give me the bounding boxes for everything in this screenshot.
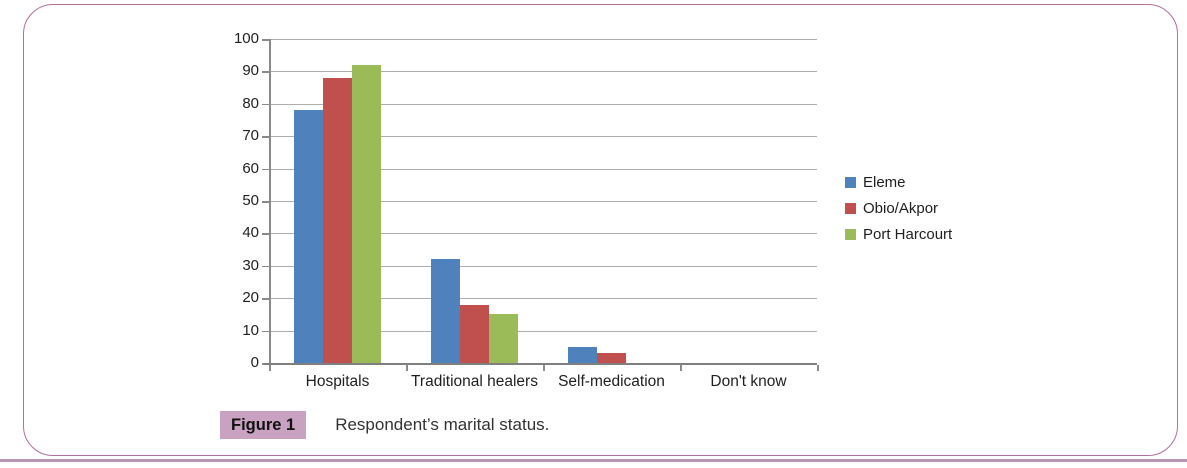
y-tick-mark <box>262 201 269 203</box>
x-tick-mark <box>406 365 408 371</box>
gridline <box>269 298 817 300</box>
y-tick-mark <box>262 71 269 73</box>
legend-item: Eleme <box>845 174 906 191</box>
bar-eleme <box>568 346 597 363</box>
legend-item: Port Harcourt <box>845 226 952 243</box>
gridline <box>269 265 817 267</box>
bar-obio-akpor <box>460 304 489 363</box>
legend-label: Obio/Akpor <box>863 200 939 217</box>
y-tick-mark <box>262 39 269 41</box>
x-tick-mark <box>269 365 271 371</box>
figure-caption-label: Figure 1 <box>220 411 307 439</box>
rounded-border-frame <box>23 4 1178 456</box>
gridline <box>269 39 817 40</box>
y-tick-mark <box>262 330 269 333</box>
y-tick-label: 80 <box>242 94 259 112</box>
legend-swatch <box>845 203 856 214</box>
legend-item: Obio/Akpor <box>845 200 938 217</box>
y-tick-label: 30 <box>242 256 259 274</box>
y-tick-mark <box>262 233 269 235</box>
y-tick-mark <box>262 136 269 138</box>
y-tick-label: 10 <box>242 321 259 339</box>
x-tick-mark <box>543 365 545 371</box>
bar-port-harcourt <box>352 64 381 363</box>
bar-obio-akpor <box>597 353 626 363</box>
gridline <box>269 71 817 73</box>
y-tick-label: 100 <box>233 30 259 47</box>
category-label: Traditional healers <box>411 373 538 390</box>
legend-label: Port Harcourt <box>863 226 953 243</box>
x-tick-mark <box>680 365 682 371</box>
y-tick-mark <box>262 168 269 171</box>
y-tick-label: 50 <box>242 192 259 209</box>
gridline <box>269 233 817 235</box>
bar-eleme <box>431 259 460 363</box>
category-label: Self-medication <box>558 373 665 390</box>
y-tick-label: 20 <box>242 289 259 307</box>
gridline <box>269 168 817 170</box>
figure-caption-text: Respondent’s marital status. <box>335 415 550 434</box>
x-tick-mark <box>817 365 819 371</box>
y-tick-label: 40 <box>242 224 259 242</box>
legend-swatch <box>845 177 856 188</box>
x-axis-line <box>264 363 817 365</box>
legend-label: Eleme <box>863 174 906 191</box>
gridline <box>269 201 817 202</box>
category-label: Hospitals <box>305 373 370 390</box>
gridline <box>269 136 817 138</box>
gridline <box>269 103 817 105</box>
gridline <box>269 330 817 332</box>
y-axis-line <box>269 39 271 364</box>
category-label: Don't know <box>710 373 787 390</box>
figure-caption: Figure 1 Respondent’s marital status. <box>220 411 549 439</box>
y-tick-label: 0 <box>250 354 259 371</box>
y-tick-mark <box>262 103 269 106</box>
bottom-divider-line <box>0 459 1187 462</box>
y-tick-mark <box>262 265 269 268</box>
y-tick-label: 90 <box>242 62 259 80</box>
bar-eleme <box>294 110 323 363</box>
y-tick-mark <box>262 298 269 300</box>
y-tick-label: 60 <box>242 159 259 177</box>
y-tick-label: 70 <box>242 127 259 145</box>
bar-port-harcourt <box>489 314 518 363</box>
bar-obio-akpor <box>323 77 352 363</box>
legend-swatch <box>845 229 856 240</box>
